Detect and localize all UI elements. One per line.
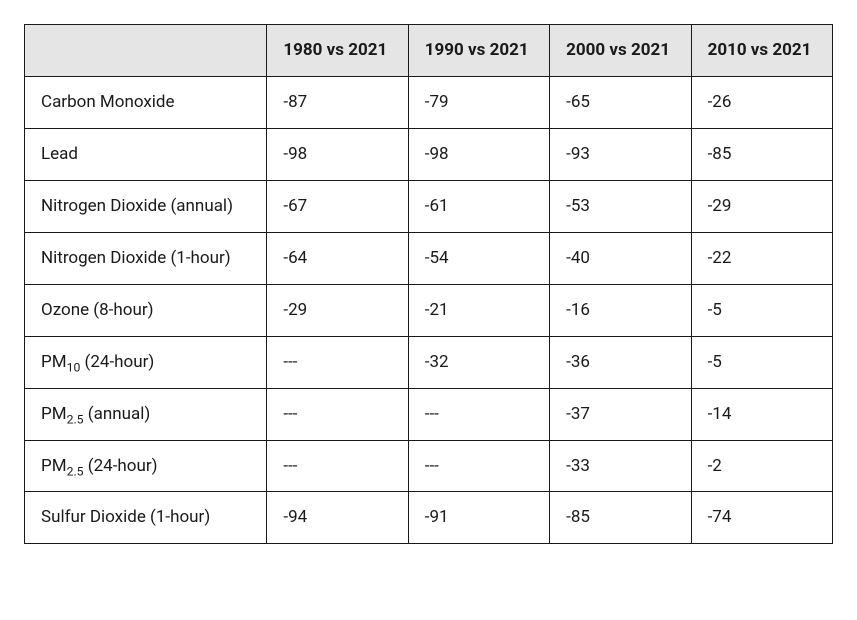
table-row: PM10 (24-hour)----32-36-5 — [25, 336, 833, 388]
col-header-2010: 2010 vs 2021 — [691, 25, 832, 77]
table-header-row: 1980 vs 2021 1990 vs 2021 2000 vs 2021 2… — [25, 25, 833, 77]
cell: -64 — [267, 232, 408, 284]
table-body: Carbon Monoxide-87-79-65-26Lead-98-98-93… — [25, 76, 833, 543]
row-label: PM2.5 (24-hour) — [25, 440, 267, 492]
cell: -36 — [550, 336, 691, 388]
table-row: Lead-98-98-93-85 — [25, 128, 833, 180]
row-label: Sulfur Dioxide (1-hour) — [25, 492, 267, 544]
table-row: PM2.5 (annual)-------37-14 — [25, 388, 833, 440]
cell: -22 — [691, 232, 832, 284]
cell: -61 — [408, 180, 549, 232]
table-row: PM2.5 (24-hour)-------33-2 — [25, 440, 833, 492]
row-label: Lead — [25, 128, 267, 180]
col-header-1990: 1990 vs 2021 — [408, 25, 549, 77]
cell: -85 — [550, 492, 691, 544]
row-label: Ozone (8-hour) — [25, 284, 267, 336]
table-row: Carbon Monoxide-87-79-65-26 — [25, 76, 833, 128]
cell: -40 — [550, 232, 691, 284]
cell: -94 — [267, 492, 408, 544]
row-label: Nitrogen Dioxide (annual) — [25, 180, 267, 232]
row-label: PM10 (24-hour) — [25, 336, 267, 388]
cell: -87 — [267, 76, 408, 128]
cell: -26 — [691, 76, 832, 128]
cell: --- — [408, 388, 549, 440]
cell: -98 — [408, 128, 549, 180]
cell: -85 — [691, 128, 832, 180]
cell: -29 — [691, 180, 832, 232]
cell: -93 — [550, 128, 691, 180]
table-row: Ozone (8-hour)-29-21-16-5 — [25, 284, 833, 336]
col-header-empty — [25, 25, 267, 77]
cell: -91 — [408, 492, 549, 544]
cell: -32 — [408, 336, 549, 388]
cell: -21 — [408, 284, 549, 336]
cell: -65 — [550, 76, 691, 128]
cell: --- — [408, 440, 549, 492]
cell: -14 — [691, 388, 832, 440]
table-row: Nitrogen Dioxide (1-hour)-64-54-40-22 — [25, 232, 833, 284]
cell: -2 — [691, 440, 832, 492]
table-row: Sulfur Dioxide (1-hour)-94-91-85-74 — [25, 492, 833, 544]
cell: --- — [267, 440, 408, 492]
cell: -16 — [550, 284, 691, 336]
cell: --- — [267, 336, 408, 388]
cell: -74 — [691, 492, 832, 544]
col-header-1980: 1980 vs 2021 — [267, 25, 408, 77]
pollutant-change-table: 1980 vs 2021 1990 vs 2021 2000 vs 2021 2… — [24, 24, 833, 544]
cell: -79 — [408, 76, 549, 128]
cell: -98 — [267, 128, 408, 180]
col-header-2000: 2000 vs 2021 — [550, 25, 691, 77]
cell: -33 — [550, 440, 691, 492]
row-label: PM2.5 (annual) — [25, 388, 267, 440]
cell: --- — [267, 388, 408, 440]
cell: -5 — [691, 284, 832, 336]
cell: -54 — [408, 232, 549, 284]
row-label: Carbon Monoxide — [25, 76, 267, 128]
row-label: Nitrogen Dioxide (1-hour) — [25, 232, 267, 284]
cell: -5 — [691, 336, 832, 388]
cell: -29 — [267, 284, 408, 336]
cell: -67 — [267, 180, 408, 232]
cell: -53 — [550, 180, 691, 232]
cell: -37 — [550, 388, 691, 440]
table-row: Nitrogen Dioxide (annual)-67-61-53-29 — [25, 180, 833, 232]
